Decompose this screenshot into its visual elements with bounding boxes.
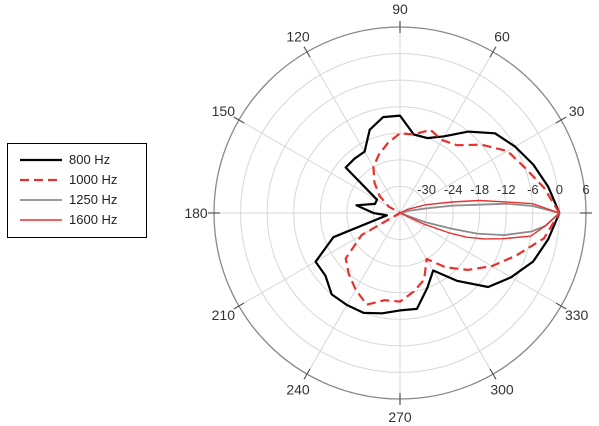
tick-labels: 0 30 60 90 120 150 180 210 240 270 300 330 -30 -24 -18… [184, 1, 589, 425]
grid-spoke [306, 51, 401, 214]
angle-tick-mark [303, 368, 311, 380]
legend-item: 1600 Hz [8, 210, 146, 230]
angle-tick-label: 90 [392, 1, 408, 17]
angle-tick-mark [555, 302, 567, 310]
grid-spoke [399, 212, 494, 375]
legend-item: 800 Hz [8, 150, 146, 170]
angle-tick-label: 270 [388, 409, 412, 425]
grid-spoke [238, 119, 401, 214]
radial-tick-label: -30 [417, 182, 436, 197]
radial-tick-label: -12 [497, 182, 516, 197]
legend-item: 1000 Hz [8, 170, 146, 190]
legend-swatch-1600hz [20, 219, 62, 221]
grid-spoke [399, 212, 562, 307]
radial-tick-label: -24 [444, 182, 463, 197]
angle-tick-label: 210 [212, 307, 236, 323]
angle-tick-mark [233, 302, 245, 310]
angle-tick-label: 330 [565, 307, 589, 323]
angle-tick-label: 180 [184, 205, 208, 221]
series-line-1600hz [399, 199, 560, 240]
legend-item: 1250 Hz [8, 190, 146, 210]
angle-tick-label: 60 [494, 28, 510, 44]
angle-tick-mark [233, 116, 245, 124]
angle-tick-mark [489, 368, 497, 380]
radial-tick-label: -18 [470, 182, 489, 197]
angle-tick-mark [489, 46, 497, 58]
legend: 800 Hz 1000 Hz 1250 Hz 1600 Hz [7, 143, 147, 238]
angle-tick-mark [303, 46, 311, 58]
series-line-800hz [314, 114, 561, 315]
series-layer [314, 114, 561, 315]
angle-tick-label: 300 [490, 382, 514, 398]
radial-tick-label: -6 [527, 182, 539, 197]
grid-spoke [306, 212, 401, 375]
legend-swatch-1000hz [20, 178, 62, 182]
angle-tick-label: 30 [569, 103, 585, 119]
grid-spoke [399, 51, 494, 214]
legend-label-1250hz: 1250 Hz [69, 192, 118, 207]
angle-tick-label: 120 [286, 28, 310, 44]
angle-tick-label: 150 [212, 103, 236, 119]
angle-tick-mark [555, 116, 567, 124]
legend-swatch-1250hz [20, 199, 62, 201]
angle-tick-label: 240 [286, 382, 310, 398]
polar-grid [208, 21, 592, 405]
legend-label-1000hz: 1000 Hz [69, 172, 118, 187]
radial-tick-label: 0 [556, 182, 563, 197]
radial-tick-label: 6 [582, 182, 589, 197]
grid-spoke [399, 119, 562, 214]
legend-swatch-800hz [20, 158, 62, 162]
legend-label-1600hz: 1600 Hz [69, 212, 118, 227]
legend-label-800hz: 800 Hz [69, 152, 111, 167]
